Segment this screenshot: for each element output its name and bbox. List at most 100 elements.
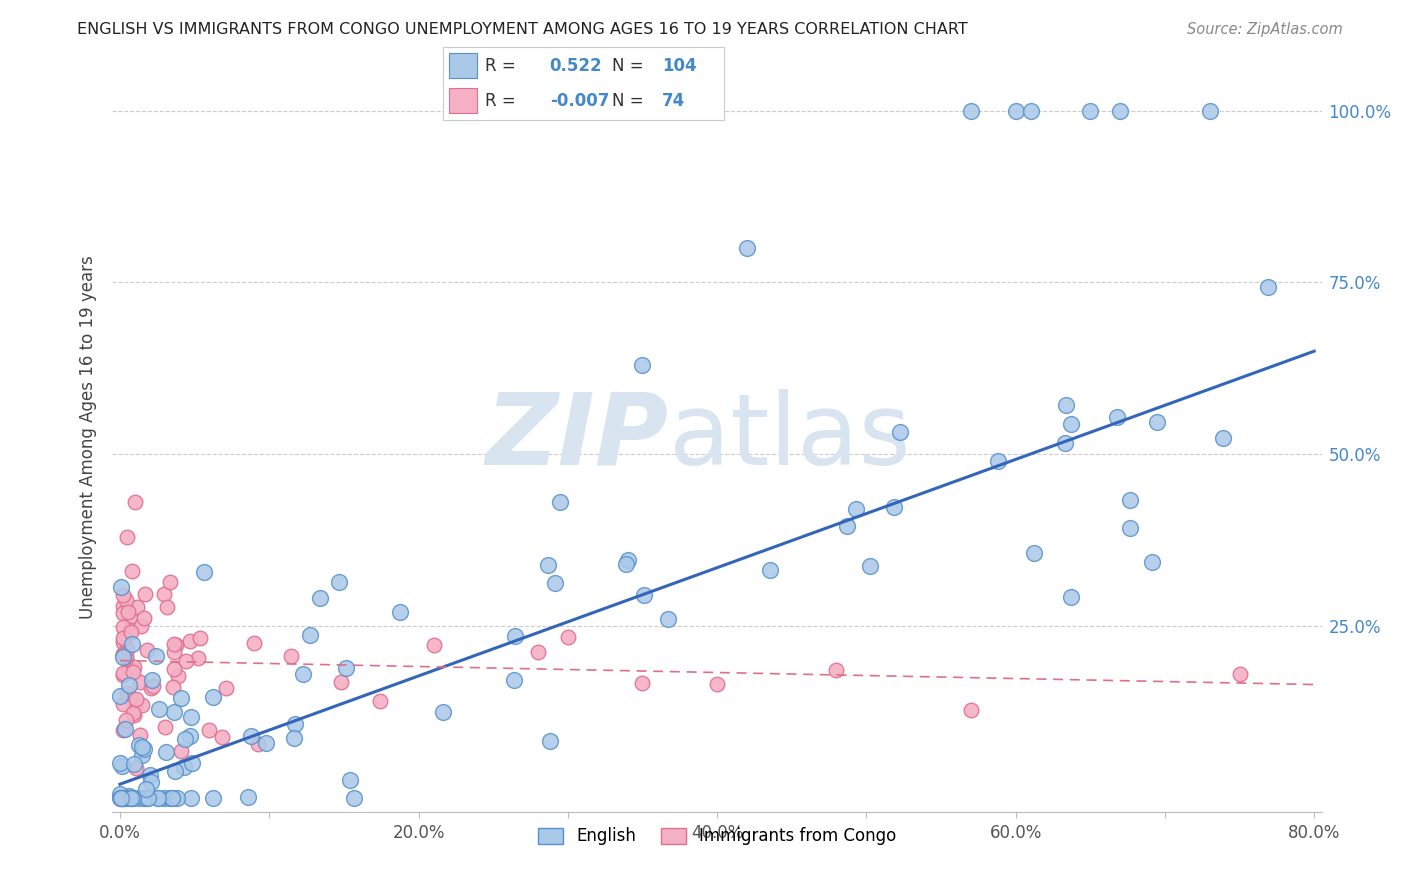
Bar	[449, 88, 477, 113]
Point	[120, 791, 142, 805]
Point	[432, 705, 454, 719]
Point	[127, 599, 149, 614]
Point	[139, 681, 162, 696]
Point	[1105, 410, 1128, 425]
Point	[117, 530, 139, 544]
Point	[117, 604, 139, 618]
Point	[557, 630, 579, 644]
Point	[180, 710, 202, 724]
Point	[111, 607, 134, 621]
Point	[1054, 398, 1077, 412]
Point	[614, 557, 637, 571]
Point	[180, 791, 202, 805]
Point	[110, 580, 132, 594]
Point	[1229, 667, 1251, 681]
Point	[108, 788, 131, 802]
Point	[134, 587, 156, 601]
Point	[118, 661, 141, 675]
Point	[108, 689, 131, 703]
Point	[986, 454, 1008, 468]
Point	[114, 593, 136, 607]
Point	[889, 425, 911, 440]
Point	[179, 729, 201, 743]
Point	[122, 660, 145, 674]
Point	[111, 647, 134, 661]
Point	[139, 768, 162, 782]
Point	[145, 648, 167, 663]
Point	[706, 677, 728, 691]
Point	[544, 576, 567, 591]
Point	[131, 740, 153, 755]
Point	[110, 791, 132, 805]
Point	[139, 775, 162, 789]
Point	[537, 558, 560, 573]
Point	[298, 628, 321, 642]
Point	[527, 645, 550, 659]
Text: 74: 74	[662, 92, 686, 110]
Point	[114, 648, 136, 663]
Bar	[449, 54, 477, 78]
Point	[1060, 417, 1083, 431]
Point	[825, 663, 848, 677]
Point	[835, 519, 858, 533]
Point	[631, 358, 654, 372]
Point	[163, 637, 186, 651]
Point	[115, 686, 138, 700]
Point	[156, 599, 179, 614]
Point	[1146, 415, 1168, 429]
Point	[125, 691, 148, 706]
Point	[118, 789, 141, 804]
Point	[1212, 431, 1234, 445]
Point	[134, 791, 156, 805]
Point	[1119, 521, 1142, 535]
Point	[388, 605, 411, 619]
Point	[538, 734, 561, 748]
Point	[122, 756, 145, 771]
Point	[128, 674, 150, 689]
Point	[111, 791, 134, 805]
Point	[111, 668, 134, 682]
Point	[117, 791, 139, 805]
Point	[179, 633, 201, 648]
Point	[111, 649, 134, 664]
Text: atlas: atlas	[669, 389, 910, 485]
Point	[162, 791, 184, 805]
Point	[759, 563, 782, 577]
Point	[148, 702, 170, 716]
Point	[165, 638, 187, 652]
Point	[115, 713, 138, 727]
Point	[170, 691, 193, 706]
Point	[505, 629, 527, 643]
Point	[117, 605, 139, 619]
Point	[173, 760, 195, 774]
Point	[633, 588, 655, 602]
Point	[115, 651, 138, 665]
Point	[142, 679, 165, 693]
Point	[236, 790, 259, 805]
Point	[1140, 555, 1163, 569]
Text: -0.007: -0.007	[550, 92, 609, 110]
Point	[159, 574, 181, 589]
Point	[292, 666, 315, 681]
Point	[146, 791, 169, 805]
Point	[246, 737, 269, 751]
Point	[330, 675, 353, 690]
Point	[631, 676, 654, 690]
Point	[211, 730, 233, 744]
Point	[198, 723, 221, 737]
Point	[120, 690, 142, 704]
Point	[160, 791, 183, 805]
Point	[110, 791, 132, 805]
Point	[132, 611, 155, 625]
Point	[128, 728, 150, 742]
Text: 104: 104	[662, 56, 697, 75]
Point	[1004, 103, 1026, 118]
Point	[115, 641, 138, 656]
Point	[111, 599, 134, 613]
Point	[280, 649, 302, 664]
Point	[112, 791, 135, 805]
Point	[111, 648, 134, 663]
Point	[132, 741, 155, 756]
Point	[1198, 103, 1220, 118]
Point	[112, 791, 135, 805]
